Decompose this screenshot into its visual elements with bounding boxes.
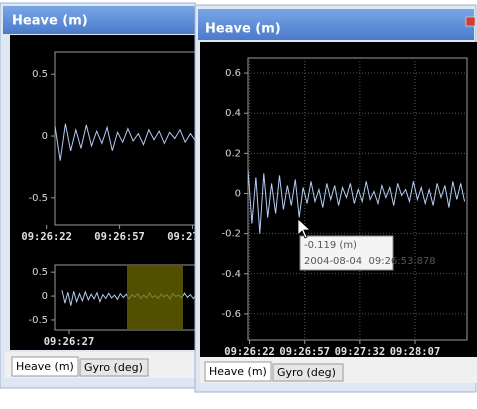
charts: 0.6 0.4 0.2 0 -0.2 -0.4 -0.6 09:26:22 09:26:57 09… [221, 57, 468, 358]
left-window: Heave (m) 0.5 0 -0.5 09:26:22 09:26:57 09:27:… [0, 2, 218, 389]
y-tick-label: -0.5 [28, 315, 48, 326]
x-tick-label: 09:26:57 [94, 231, 145, 243]
tooltip-time: 2004-08-04 09:26:53.878 [304, 256, 436, 267]
signal-line [248, 169, 466, 234]
plot-area [247, 57, 468, 341]
tab-label[interactable]: Gyro (deg) [84, 361, 143, 374]
x-tick-label: 09:27:32 [335, 346, 386, 358]
x-tick-label: 09:26:57 [279, 346, 330, 358]
x-tick-label: 09:26:22 [21, 231, 72, 243]
selection-highlight[interactable] [127, 266, 183, 329]
x-tick-label: 09:28:07 [390, 346, 441, 358]
y-tick-label: 0.4 [225, 108, 241, 119]
y-tick-label: 0.5 [32, 69, 48, 80]
y-tick-label: 0.5 [32, 267, 48, 278]
tab[interactable] [11, 356, 79, 377]
tab-label[interactable]: Heave (m) [16, 360, 74, 373]
signal-line [55, 123, 196, 161]
charts: 0.5 0 -0.5 09:26:22 09:26:57 09:27:32 0.5 0 -0.5… [21, 51, 218, 348]
tab[interactable] [204, 361, 272, 382]
y-tick-label: 0.2 [225, 148, 241, 159]
x-tick-label: 09:27:32 [167, 231, 218, 243]
close-button[interactable] [465, 16, 476, 27]
y-tick-label: 0.6 [225, 68, 241, 79]
y-tick-label: 0 [42, 131, 48, 142]
title-bar [3, 6, 196, 34]
title-bar [198, 9, 474, 40]
y-tick-label: -0.6 [221, 309, 241, 320]
tab-label[interactable]: Gyro (deg) [277, 366, 336, 379]
x-tick-label: 09:26:22 [224, 346, 275, 358]
tooltip-value: -0.119 (m) [304, 240, 357, 251]
window-title: Heave (m) [12, 14, 88, 29]
tab-label[interactable]: Heave (m) [209, 365, 267, 378]
tooltip [299, 235, 394, 271]
y-tick-label: 0 [42, 291, 48, 302]
cursor [297, 218, 312, 239]
y-tick-label: -0.5 [28, 193, 48, 204]
y-tick-label: -0.4 [221, 269, 241, 280]
x-tick-label: 09:26:27 [44, 336, 95, 348]
y-tick-label: -0.2 [221, 229, 241, 240]
right-window: Heave (m) 0.6 0.4 0.2 0 -0.2 -0.4 -0.6 09:26:22… [194, 4, 477, 393]
y-tick-label: 0 [235, 188, 241, 199]
window-title: Heave (m) [205, 22, 281, 37]
tab[interactable] [272, 363, 344, 382]
tab[interactable] [79, 358, 149, 377]
